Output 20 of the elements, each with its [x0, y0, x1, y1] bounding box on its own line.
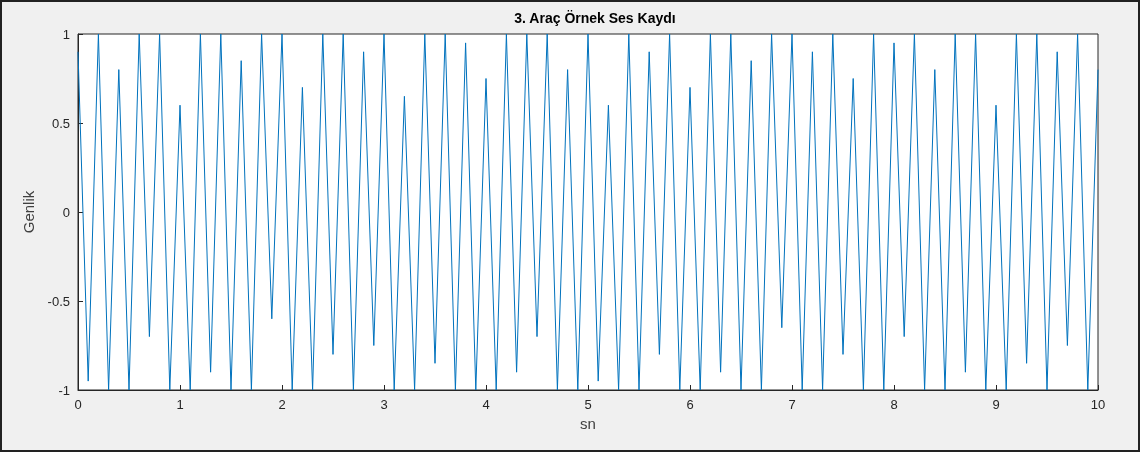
x-tick-label: 4: [482, 397, 490, 412]
line-series: [77, 33, 1099, 391]
y-tick-label: 0.5: [51, 115, 70, 131]
x-tick-label: 2: [278, 397, 286, 412]
x-tick-label: 9: [992, 397, 1000, 412]
y-axis-title: Genlik: [20, 190, 37, 234]
x-tick-label: 1: [176, 397, 184, 412]
x-tick-label: 3: [380, 397, 388, 412]
y-tick-label: -0.5: [47, 293, 70, 309]
x-tick-label: 10: [1090, 397, 1106, 412]
x-tick-label: 6: [686, 397, 694, 412]
x-tick-label: 5: [584, 397, 592, 412]
x-tick-label: 7: [788, 397, 796, 412]
y-tick-label: -1: [58, 382, 70, 398]
chart-title: 3. Araç Örnek Ses Kaydı: [514, 10, 676, 26]
x-tick-label: 8: [890, 397, 898, 412]
x-axis-title: sn: [580, 414, 596, 432]
x-tick-label: 0: [74, 397, 82, 412]
y-tick-label: 1: [62, 26, 70, 42]
y-tick-label: 0: [62, 204, 70, 220]
